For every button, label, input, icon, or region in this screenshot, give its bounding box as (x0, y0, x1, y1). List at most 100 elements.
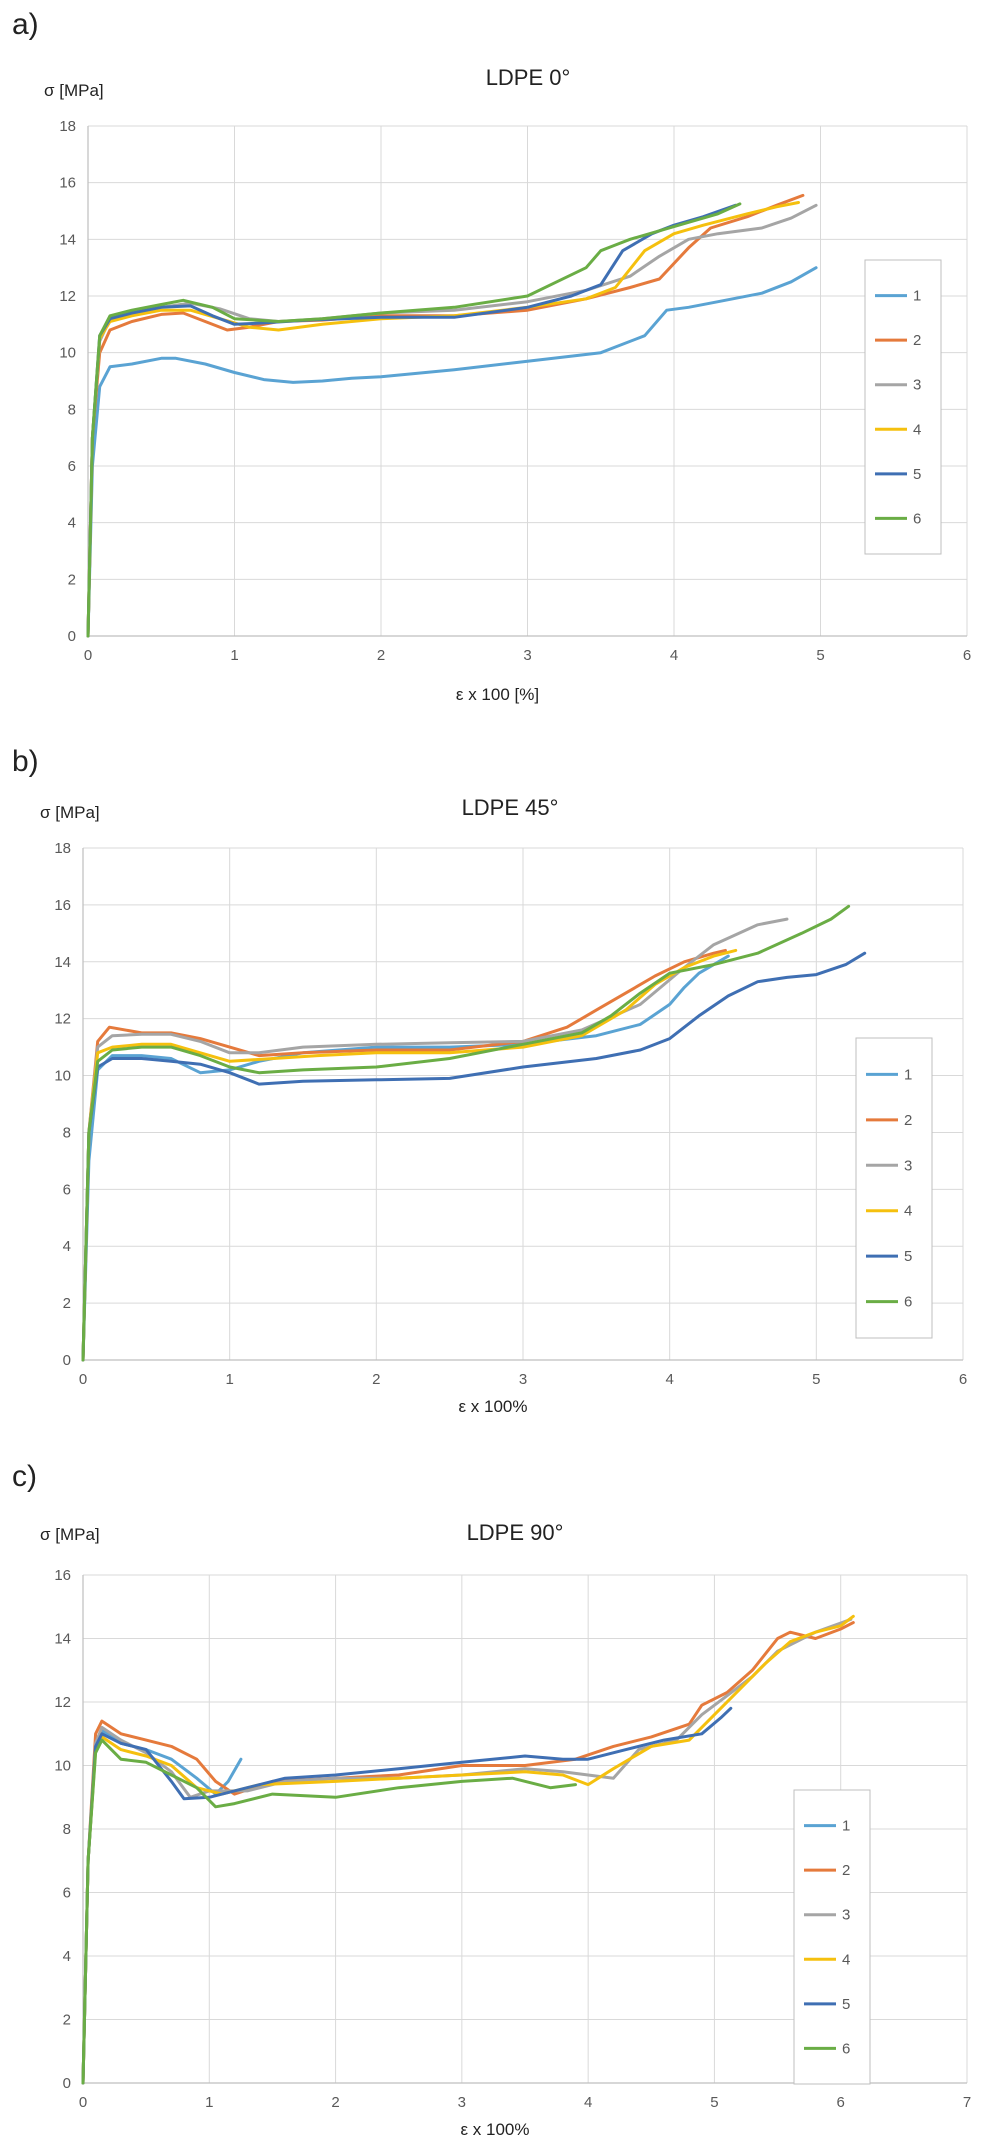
x-tick-label: 2 (377, 647, 385, 664)
y-axis-label: σ [MPa] (44, 81, 104, 100)
y-tick-label: 0 (63, 1352, 71, 1369)
series-line-4 (81, 1614, 855, 2085)
x-tick-label: 6 (963, 647, 971, 664)
y-tick-label: 2 (63, 1295, 71, 1312)
y-tick-label: 6 (63, 1181, 71, 1198)
legend-label-1: 1 (913, 288, 921, 305)
y-tick-label: 0 (63, 2075, 71, 2092)
chart-title: LDPE 90° (467, 1520, 564, 1545)
x-tick-label: 5 (816, 647, 824, 664)
x-tick-label: 3 (523, 647, 531, 664)
legend-label-5: 5 (913, 466, 921, 483)
x-tick-label: 3 (458, 2094, 466, 2111)
y-tick-label: 4 (68, 515, 76, 532)
x-axis-label: ε x 100% (460, 2120, 529, 2139)
x-tick-label: 1 (225, 1371, 233, 1388)
y-tick-label: 14 (59, 231, 76, 248)
y-tick-label: 12 (59, 288, 76, 305)
series-line-1 (86, 266, 818, 638)
y-tick-label: 4 (63, 1948, 71, 1965)
y-tick-label: 16 (54, 897, 71, 914)
x-tick-label: 7 (963, 2094, 971, 2111)
x-tick-label: 4 (665, 1371, 673, 1388)
series-line-5 (81, 951, 867, 1362)
x-tick-label: 0 (84, 647, 92, 664)
series-line-3 (81, 917, 789, 1362)
legend-box (793, 1789, 871, 2085)
y-axis-label: σ [MPa] (40, 1525, 100, 1544)
series-line-3 (81, 1617, 853, 2085)
y-tick-label: 10 (54, 1068, 71, 1085)
panel-label-a: a) (12, 8, 39, 41)
legend-label-2: 2 (913, 332, 921, 349)
x-tick-label: 0 (79, 2094, 87, 2111)
legend-box (855, 1037, 933, 1339)
x-axis-label: ε x 100% (458, 1397, 527, 1416)
x-tick-label: 1 (230, 647, 238, 664)
series-line-6 (86, 202, 742, 638)
y-tick-label: 4 (63, 1238, 71, 1255)
y-tick-label: 16 (54, 1567, 71, 1584)
legend-label-3: 3 (913, 377, 921, 394)
x-tick-label: 0 (79, 1371, 87, 1388)
legend-label-4: 4 (842, 1951, 850, 1968)
x-tick-label: 1 (205, 2094, 213, 2111)
x-axis-label: ε x 100 [%] (456, 685, 539, 704)
legend-label-1: 1 (842, 1818, 850, 1835)
legend-label-2: 2 (904, 1112, 912, 1129)
x-tick-label: 3 (519, 1371, 527, 1388)
legend-label-1: 1 (904, 1066, 912, 1083)
y-axis-label: σ [MPa] (40, 803, 100, 822)
y-tick-label: 12 (54, 1011, 71, 1028)
y-tick-label: 14 (54, 1631, 71, 1648)
legend-label-5: 5 (904, 1248, 912, 1265)
series-line-2 (81, 1621, 855, 2085)
panel-label-b: b) (12, 745, 39, 778)
x-tick-label: 4 (584, 2094, 592, 2111)
x-tick-label: 4 (670, 647, 678, 664)
x-tick-label: 2 (331, 2094, 339, 2111)
legend-label-6: 6 (842, 2040, 850, 2057)
y-tick-label: 2 (68, 571, 76, 588)
panel-c: c) 0 1 2 3 4 5 6 7 0 2 4 6 8 10 12 14 16 LDPE 90° σ [MPa] ε… (0, 1445, 981, 2149)
series-line-5 (81, 1706, 733, 2085)
legend-label-6: 6 (904, 1294, 912, 1311)
y-tick-label: 8 (63, 1821, 71, 1838)
y-tick-label: 6 (63, 1885, 71, 1902)
y-tick-label: 10 (54, 1758, 71, 1775)
legend-label-4: 4 (904, 1203, 912, 1220)
x-tick-label: 5 (812, 1371, 820, 1388)
y-tick-label: 18 (54, 840, 71, 857)
panel-label-c: c) (12, 1460, 37, 1493)
y-tick-label: 0 (68, 628, 76, 645)
series-line-4 (86, 201, 800, 638)
y-tick-label: 18 (59, 118, 76, 135)
series-line-2 (86, 193, 805, 638)
x-tick-label: 6 (837, 2094, 845, 2111)
legend-label-3: 3 (904, 1157, 912, 1174)
legend-label-5: 5 (842, 1996, 850, 2013)
y-tick-label: 14 (54, 954, 71, 971)
legend-label-6: 6 (913, 510, 921, 527)
y-tick-label: 8 (63, 1124, 71, 1141)
series-line-1 (81, 954, 730, 1362)
chart-title: LDPE 45° (462, 795, 559, 820)
y-tick-label: 8 (68, 401, 76, 418)
x-tick-label: 5 (710, 2094, 718, 2111)
legend-label-4: 4 (913, 421, 921, 438)
series-line-4 (81, 948, 738, 1362)
series-line-3 (86, 203, 818, 638)
legend-label-3: 3 (842, 1907, 850, 1924)
y-tick-label: 16 (59, 175, 76, 192)
panel-b: b) 0 1 2 3 4 5 6 0 2 4 6 8 10 12 14 16 18 LDPE 45° σ [MPa]… (0, 730, 981, 1430)
legend-box (864, 259, 942, 555)
y-tick-label: 6 (68, 458, 76, 475)
series-line-6 (81, 904, 851, 1362)
y-tick-label: 12 (54, 1694, 71, 1711)
x-tick-label: 6 (959, 1371, 967, 1388)
series-line-6 (81, 1738, 577, 2085)
y-tick-label: 2 (63, 2012, 71, 2029)
